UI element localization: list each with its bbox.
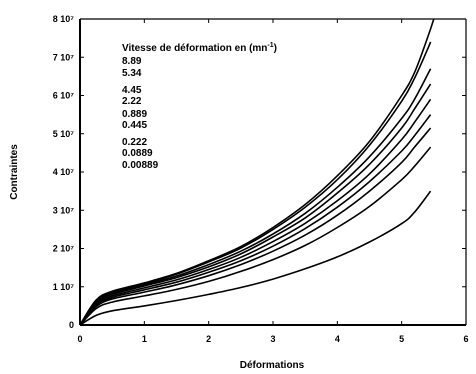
y-tick-label: 3 10⁷ — [53, 205, 75, 215]
x-tick-label: 0 — [77, 334, 82, 344]
legend-item: 8.89 — [122, 56, 142, 67]
legend-item: 4.45 — [122, 85, 142, 96]
legend-item: 2.22 — [122, 96, 142, 107]
y-tick-label: 2 10⁷ — [53, 244, 75, 254]
legend-item: 0.222 — [122, 137, 147, 148]
y-tick-label: 6 10⁷ — [53, 91, 75, 101]
legend-item: 0.0889 — [122, 148, 153, 159]
series-line-7 — [79, 127, 432, 326]
x-tick-label: 1 — [142, 334, 147, 344]
x-tick-label: 5 — [399, 334, 404, 344]
y-axis-ticks: 0 1 10⁷ 2 10⁷ 3 10⁷ 4 10⁷ 5 10⁷ 6 10⁷ 7 10⁷ 8 10… — [53, 14, 466, 330]
legend-title-exponent: -1 — [267, 42, 273, 49]
legend-item: 0.00889 — [122, 160, 159, 171]
legend-title-close: ) — [274, 43, 277, 54]
legend-item: 5.34 — [122, 68, 142, 79]
legend-item: 0.445 — [122, 120, 147, 131]
legend: Vitesse de déformation en (mn-1) 8.895.3… — [122, 42, 277, 171]
x-axis-title: Déformations — [240, 360, 305, 371]
legend-title: Vitesse de déformation en (mn-1) — [122, 42, 277, 54]
series-line-5 — [79, 98, 432, 326]
x-tick-label: 6 — [463, 334, 468, 344]
series-line-3 — [79, 68, 432, 326]
series-line-9 — [79, 190, 432, 326]
x-axis-ticks: 0 1 2 3 4 5 6 — [77, 19, 469, 344]
x-tick-label: 3 — [270, 334, 275, 344]
y-tick-label: 1 10⁷ — [53, 282, 75, 292]
series-line-8 — [79, 146, 432, 326]
y-tick-label: 4 10⁷ — [53, 167, 75, 177]
y-tick-label: 7 10⁷ — [53, 52, 75, 62]
y-axis-title: Contraintes — [9, 144, 20, 200]
x-tick-label: 4 — [335, 334, 340, 344]
y-tick-label: 0 — [69, 320, 74, 330]
legend-item: 0.889 — [122, 109, 147, 120]
x-tick-label: 2 — [206, 334, 211, 344]
legend-title-main: Vitesse de déformation en (mn — [122, 43, 267, 54]
series-line-2 — [79, 41, 432, 326]
series-curves — [79, 18, 435, 326]
series-line-4 — [79, 83, 432, 326]
series-line-6 — [79, 114, 432, 326]
y-tick-label: 5 10⁷ — [53, 129, 75, 139]
y-tick-label: 8 10⁷ — [53, 14, 75, 24]
